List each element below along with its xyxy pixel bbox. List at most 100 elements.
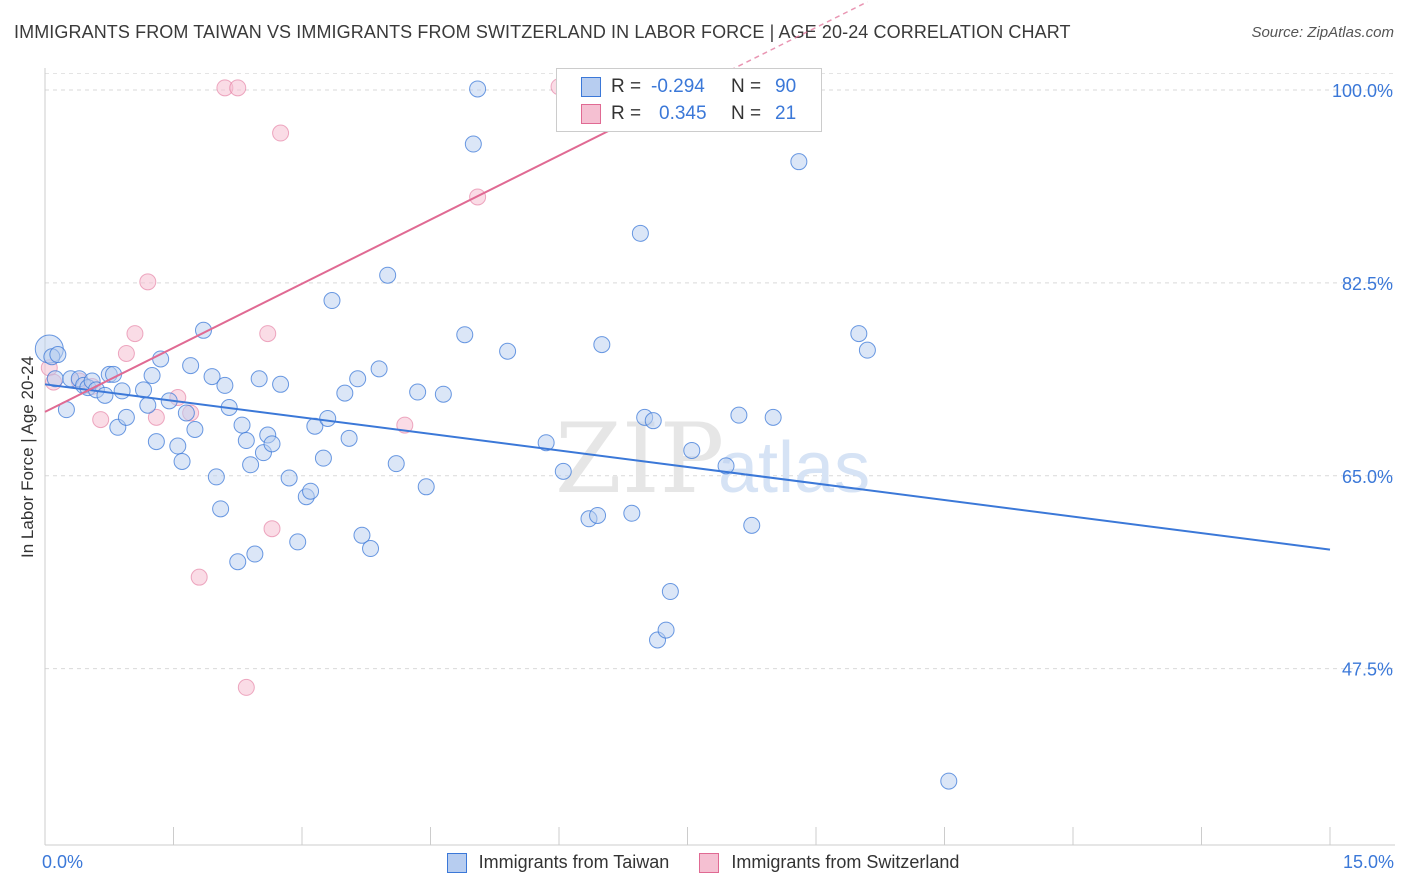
legend-label-taiwan: Immigrants from Taiwan [478,852,670,872]
taiwan-point [314,449,332,467]
taiwan-point [117,408,135,426]
series-legend: Immigrants from Taiwan Immigrants from S… [0,852,1406,873]
legend-r-label: R = [611,76,642,97]
chart-title: IMMIGRANTS FROM TAIWAN VS IMMIGRANTS FRO… [14,22,1071,42]
taiwan-point [182,357,200,375]
taiwan-point [173,452,191,470]
taiwan-point [246,545,264,563]
taiwan-swatch [446,852,467,873]
taiwan-point [858,341,876,359]
legend-n-value: 90 [775,76,797,97]
switzerland-point [117,344,135,362]
taiwan-point [49,346,67,364]
taiwan-point [143,366,161,384]
legend-item-switzerland: Immigrants from Switzerland [699,852,959,873]
switzerland-point [237,678,255,696]
taiwan-point [319,409,337,427]
legend-item-taiwan: Immigrants from Taiwan [446,852,670,873]
taiwan-point [340,429,358,447]
switzerland-point [147,408,165,426]
taiwan-point [323,292,341,310]
legend-row-taiwan: R = -0.294 N = 90 [581,76,796,98]
taiwan-point [790,153,808,171]
taiwan-point [147,433,165,451]
watermark-atlas: atlas [718,428,870,508]
taiwan-point [96,386,114,404]
taiwan-point [717,457,735,475]
taiwan-point [250,370,268,388]
y-tick-label: 47.5% [1342,660,1393,680]
taiwan-point [139,396,157,414]
switzerland-trend-extension [729,1,868,71]
taiwan-point [593,336,611,354]
taiwan-swatch [581,77,601,97]
taiwan-point [203,368,221,386]
switzerland-point [190,568,208,586]
switzerland-point [263,520,281,538]
taiwan-point [469,80,487,98]
taiwan-point [229,553,247,571]
taiwan-point [362,540,380,558]
legend-n-value: 21 [775,103,797,124]
taiwan-point [289,533,307,551]
taiwan-point [554,462,572,480]
taiwan-point [216,376,234,394]
taiwan-point [644,412,662,430]
source-credit: Source: ZipAtlas.com [1251,24,1394,41]
switzerland-point [92,411,110,429]
taiwan-point [370,360,388,378]
taiwan-point [499,342,517,360]
taiwan-point [272,375,290,393]
switzerland-point [126,325,144,343]
y-tick-label: 100.0% [1332,81,1393,101]
taiwan-point [623,504,641,522]
switzerland-point [272,124,290,142]
switzerland-swatch [699,852,720,873]
taiwan-point [349,370,367,388]
taiwan-point [434,385,452,403]
switzerland-point [229,79,247,97]
taiwan-point [417,478,435,496]
taiwan-point [336,384,354,402]
legend-n-label: N = [731,76,762,97]
legend-r-value: -0.294 [651,76,705,97]
taiwan-point [661,583,679,601]
taiwan-point [764,408,782,426]
legend-row-switzerland: R = 0.345 N = 21 [581,103,796,125]
taiwan-point [207,468,225,486]
switzerland-swatch [581,104,601,124]
taiwan-point [353,526,371,544]
legend-n-label: N = [731,103,762,124]
switzerland-point [139,273,157,291]
y-tick-label: 65.0% [1342,467,1393,487]
x-tick-label-max: 15.0% [1342,852,1394,872]
taiwan-point [233,416,251,434]
taiwan-point [186,420,204,438]
taiwan-point [456,326,474,344]
taiwan-point [464,135,482,153]
y-axis-label: In Labor Force | Age 20-24 [18,356,37,558]
y-tick-label: 82.5% [1342,274,1393,294]
taiwan-point [237,432,255,450]
taiwan-point [177,404,195,422]
stats-legend: R = -0.294 N = 90 R = 0.345 N = 21 [556,68,822,132]
taiwan-point [280,469,298,487]
taiwan-point [113,382,131,400]
taiwan-point [387,455,405,473]
taiwan-point [589,506,607,524]
taiwan-point [743,516,761,534]
taiwan-point [169,437,187,455]
taiwan-point [263,435,281,453]
legend-r-value: 0.345 [659,103,707,124]
switzerland-point [259,325,277,343]
taiwan-point [302,482,320,500]
taiwan-point [409,383,427,401]
taiwan-trend-line [44,383,1331,551]
taiwan-point [631,224,649,242]
taiwan-point [850,325,868,343]
taiwan-point [683,441,701,459]
taiwan-point [730,406,748,424]
x-tick-label-min: 0.0% [42,852,84,872]
taiwan-point [242,456,260,474]
